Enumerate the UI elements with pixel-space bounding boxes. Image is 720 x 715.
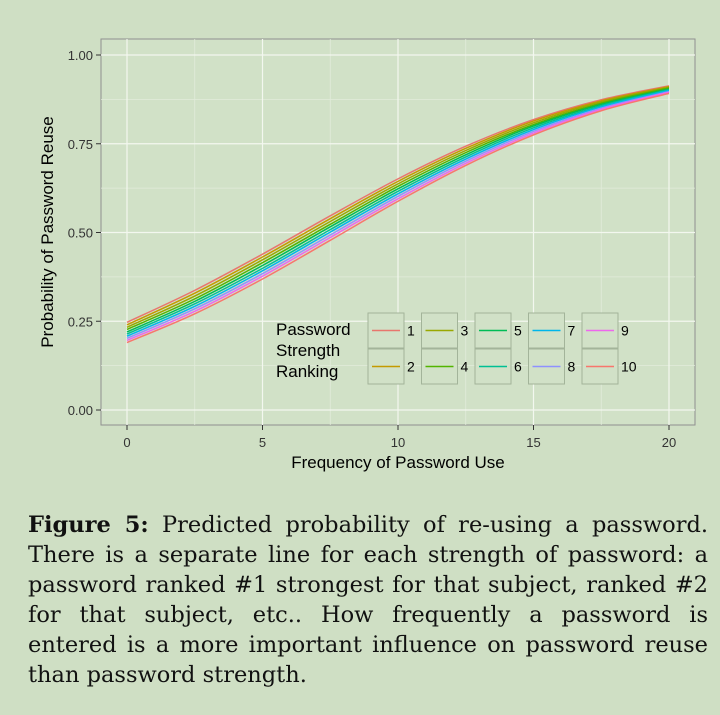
x-tick-label: 5	[259, 435, 266, 450]
grid-lines	[101, 39, 695, 425]
series-line-4	[126, 87, 670, 331]
legend-label: 7	[568, 323, 576, 339]
legend-label: 9	[621, 323, 629, 339]
legend-label: 1	[407, 323, 415, 339]
y-tick-label: 0.25	[68, 314, 93, 329]
y-axis-label: Probability of Password Reuse	[38, 116, 57, 348]
series-line-1	[126, 85, 670, 323]
series-line-10	[126, 92, 670, 344]
x-tick-label: 20	[662, 435, 676, 450]
legend-label: 10	[621, 359, 637, 375]
legend-label: 6	[514, 359, 522, 375]
x-tick-label: 10	[391, 435, 405, 450]
series-line-5	[126, 88, 670, 333]
legend-title: Strength	[276, 341, 340, 360]
legend-title: Ranking	[276, 362, 338, 381]
y-tick-label: 1.00	[68, 48, 93, 63]
y-tick-label: 0.00	[68, 403, 93, 418]
line-chart: 0 5 10 15 200.000.250.500.751.00 PasswordStr…	[38, 38, 696, 472]
legend-label: 4	[461, 359, 469, 375]
series-line-3	[126, 86, 670, 328]
y-tick-label: 0.50	[68, 226, 93, 241]
series-line-7	[126, 89, 670, 337]
axes: 0 5 10 15 200.000.250.500.751.00	[68, 48, 677, 450]
y-tick-label: 0.75	[68, 137, 93, 152]
series-line-9	[126, 91, 670, 342]
series-line-8	[126, 90, 670, 339]
legend-label: 5	[514, 323, 522, 339]
legend-title: Password	[276, 320, 351, 339]
legend-label: 3	[461, 323, 469, 339]
series-line-6	[126, 89, 670, 335]
x-axis-label: Frequency of Password Use	[291, 453, 505, 472]
caption-text: Predicted probability of re-using a pass…	[28, 512, 708, 688]
caption-label: Figure 5:	[28, 512, 149, 538]
legend-label: 8	[568, 359, 576, 375]
series-line-2	[126, 85, 670, 326]
legend: Password Strength Ranking 1 2 3 4 5 6 7 8 9 10	[276, 312, 637, 385]
series-lines	[126, 85, 670, 344]
x-tick-label: 15	[526, 435, 540, 450]
figure-caption: Figure 5: Predicted probability of re-us…	[28, 510, 708, 690]
legend-label: 2	[407, 359, 415, 375]
x-tick-label: 0	[123, 435, 130, 450]
